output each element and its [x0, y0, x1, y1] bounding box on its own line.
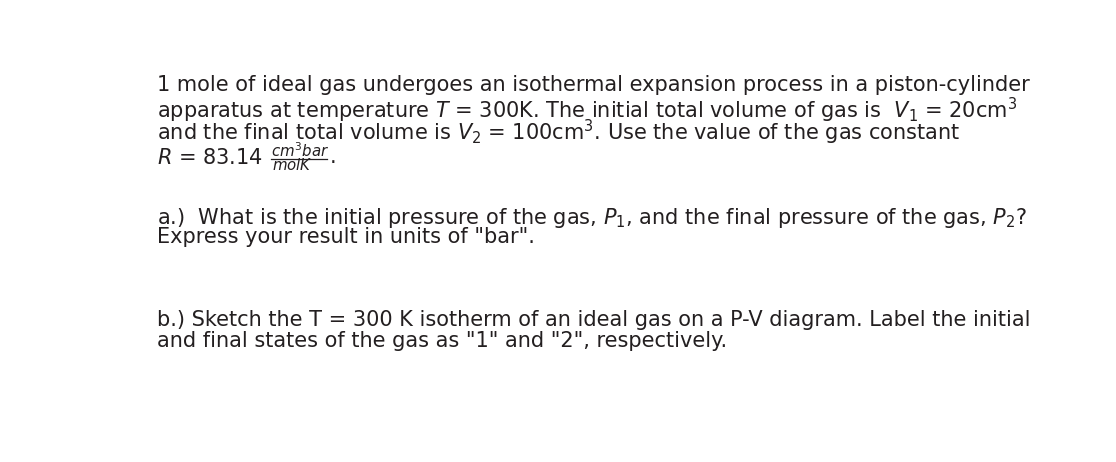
Text: a.)  What is the initial pressure of the gas, $\mathit{P}_1$, and the final pres: a.) What is the initial pressure of the …: [156, 206, 1027, 230]
Text: $\mathit{R}$ = 83.14: $\mathit{R}$ = 83.14: [156, 148, 262, 168]
Text: Express your result in units of "bar".: Express your result in units of "bar".: [156, 227, 535, 247]
Text: and the final total volume is $\mathit{V}_2$ = 100cm$^3$. Use the value of the g: and the final total volume is $\mathit{V…: [156, 118, 960, 147]
Text: b.) Sketch the T = 300 K isotherm of an ideal gas on a P-V diagram. Label the in: b.) Sketch the T = 300 K isotherm of an …: [156, 310, 1030, 329]
Text: $\mathit{cm}^3\mathit{bar}$: $\mathit{cm}^3\mathit{bar}$: [271, 142, 329, 160]
Text: apparatus at temperature $\mathit{T}$ = 300K. The initial total volume of gas is: apparatus at temperature $\mathit{T}$ = …: [156, 96, 1017, 126]
Text: 1 mole of ideal gas undergoes an isothermal expansion process in a piston-cylind: 1 mole of ideal gas undergoes an isother…: [156, 75, 1029, 95]
Text: .: .: [329, 147, 336, 167]
Text: $\mathit{mol}\mathit{K}$: $\mathit{mol}\mathit{K}$: [272, 157, 312, 173]
Text: and final states of the gas as "1" and "2", respectively.: and final states of the gas as "1" and "…: [156, 331, 727, 351]
